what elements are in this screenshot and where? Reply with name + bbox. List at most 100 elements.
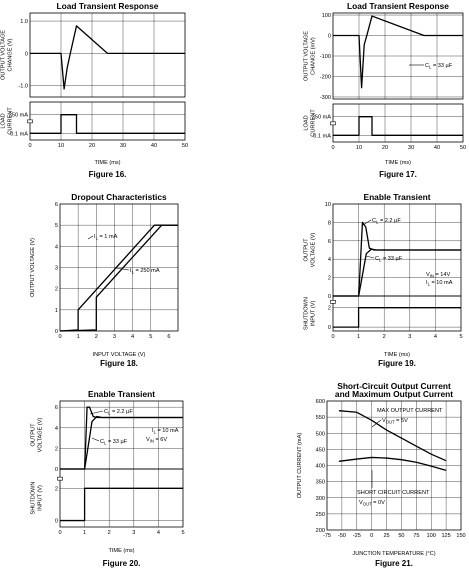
y-tick-label: 100 — [322, 13, 331, 19]
y-tick-label: 2 — [55, 486, 58, 492]
y-tick-label: 0.1 mA — [313, 133, 331, 139]
axis-break-mark — [57, 476, 63, 481]
y-axis-label: INPUT (V) — [38, 485, 44, 511]
chart-title: Load Transient Response — [347, 1, 449, 11]
annotation-cl-33uf: CL = 33 µF — [375, 256, 403, 263]
chart-title: Enable Transient — [363, 192, 430, 202]
x-tick-label: 2 — [95, 334, 98, 340]
annotation-il: IL = 10 mA — [426, 280, 453, 287]
y-axis-label: OUTPUT — [304, 238, 310, 262]
x-tick-label: 1 — [357, 334, 360, 340]
annotation-il: IL = 10 mA — [152, 428, 179, 435]
y-axis-label: SHUTDOWN — [31, 482, 37, 515]
y-axis-label: CHANGE (mV) — [311, 37, 317, 75]
annotation-vout-0v: VOUT = 0V — [359, 500, 385, 507]
y-tick-label: 250 mA — [312, 115, 332, 121]
panel-1: 0 1 2 3 4 5 6 OUTPUT VOLTAGE (V) — [30, 202, 179, 335]
annotation-cl-2-2uf: CL = 2.2 µF — [372, 218, 401, 225]
y-tick-label: 200 — [316, 528, 325, 534]
x-tick-label: -50 — [338, 533, 346, 539]
x-tick-label: 5 — [181, 530, 184, 536]
annotation-leader — [91, 437, 100, 442]
plot-frame — [332, 12, 464, 100]
figure-caption: Figure 20. — [103, 559, 141, 568]
figure-caption: Figure 17. — [379, 170, 417, 179]
y-tick-label: 4 — [328, 257, 331, 263]
x-tick-label: 30 — [408, 145, 414, 151]
x-tick-label: 3 — [408, 334, 411, 340]
annotation-il-250ma: IL = 250 mA — [130, 268, 160, 275]
plot-frame — [332, 295, 462, 332]
annotation-cl: CL = 33 µF — [425, 63, 453, 70]
x-tick-label: -75 — [323, 533, 331, 539]
annotation-vin: VIN = 14V — [426, 272, 451, 279]
annotation-leader — [89, 410, 104, 415]
series-line-1 — [30, 114, 185, 134]
annotation-leader — [365, 255, 375, 259]
panel-2: 2 0 SHUTDOWN INPUT (V) — [304, 295, 462, 332]
x-tick-label: 4 — [131, 334, 134, 340]
y-axis-label: OUTPUT — [31, 423, 37, 447]
y-tick-label: 2 — [328, 276, 331, 282]
chart-figure-17: Load Transient Response1000-100-200-300O… — [304, 1, 467, 179]
y-axis-label: OUTPUT VOLTAGE (V) — [30, 238, 36, 297]
y-axis-label: SHUTDOWN — [304, 297, 310, 330]
y-tick-label: 600 — [316, 399, 325, 405]
x-tick-label: 40 — [434, 145, 440, 151]
x-tick-label: 6 — [167, 334, 170, 340]
y-tick-label: 300 — [316, 496, 325, 502]
y-tick-label: 550 — [316, 415, 325, 421]
x-tick-label: 75 — [413, 533, 419, 539]
y-tick-label: 6 — [55, 202, 58, 208]
x-tick-label: 0 — [58, 334, 61, 340]
y-tick-label: 250 — [316, 512, 325, 518]
figure-caption: Figure 19. — [378, 359, 416, 368]
series-line-1 — [338, 410, 447, 462]
x-tick-label: 125 — [441, 533, 450, 539]
y-tick-label: 250 mA — [9, 113, 29, 119]
y-tick-label: 3 — [55, 266, 58, 272]
y-tick-label: 0 — [55, 519, 58, 525]
plot-frame — [29, 12, 186, 98]
x-tick-label: 1 — [77, 334, 80, 340]
annotation-cl-33uf: CL = 33 µF — [100, 439, 128, 446]
x-tick-label: 2 — [108, 530, 111, 536]
x-axis-label: TIME (ms) — [384, 352, 410, 358]
chart-title-line-2: and Maximum Output Current — [335, 389, 453, 399]
y-tick-label: 0 — [55, 329, 58, 335]
y-tick-label: 8 — [328, 220, 331, 226]
y-tick-label: 6 — [328, 239, 331, 245]
x-tick-label: 0 — [370, 533, 373, 539]
y-axis-label: LOAD — [304, 115, 310, 130]
y-tick-label: 2 — [55, 446, 58, 452]
x-tick-label: 25 — [383, 533, 389, 539]
x-tick-label: 0 — [28, 143, 31, 149]
plot-frame — [326, 400, 462, 531]
chart-title: Dropout Characteristics — [71, 192, 167, 202]
y-tick-label: 500 — [316, 431, 325, 437]
series-line-2 — [338, 456, 447, 471]
annotation-short-circuit: SHORT CIRCUIT CURRENT — [357, 490, 430, 496]
y-axis-label: CURRENT — [8, 107, 14, 135]
y-tick-label: 4 — [55, 426, 58, 432]
x-tick-label: 5 — [149, 334, 152, 340]
x-tick-label: 5 — [459, 334, 462, 340]
y-axis-label: VOLTAGE (V) — [38, 418, 44, 453]
y-tick-label: 10 — [325, 202, 331, 208]
y-tick-label: -100 — [320, 54, 331, 60]
plot-frame — [59, 468, 184, 528]
series-line-1 — [59, 224, 178, 332]
y-tick-label: 0.1 mA — [10, 131, 28, 137]
series-line-1 — [333, 116, 463, 136]
y-tick-label: 0 — [328, 294, 331, 300]
y-tick-label: 2 — [55, 287, 58, 293]
annotation-vin: VIN = 6V — [146, 437, 167, 444]
annotation-il-1ma: IL = 1 mA — [94, 234, 118, 241]
panel-2: 2 0 SHUTDOWN INPUT (V) — [31, 468, 184, 528]
y-axis-label: CURRENT — [311, 109, 317, 137]
series-line-2 — [59, 224, 178, 332]
